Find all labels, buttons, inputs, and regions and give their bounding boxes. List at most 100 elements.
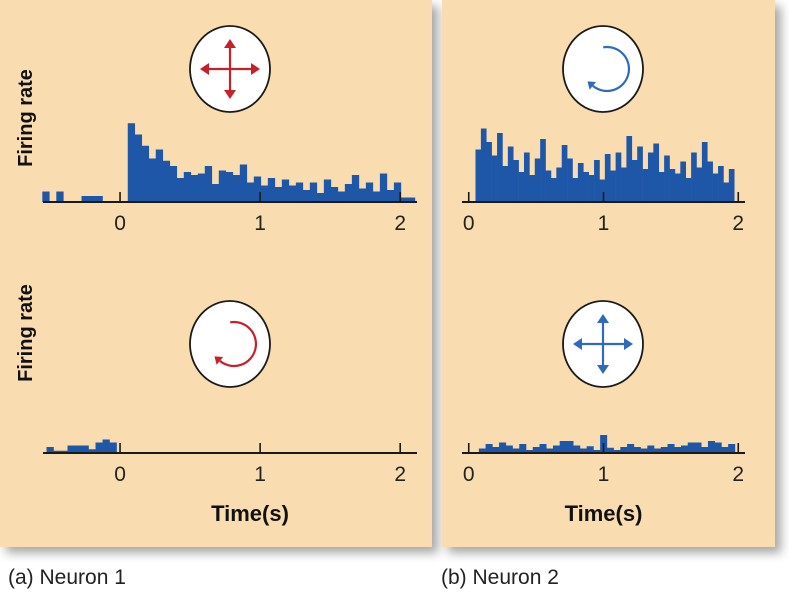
histogram-bar: [486, 142, 492, 202]
x-tick-label: 2: [732, 463, 744, 486]
histogram-bar: [523, 152, 530, 202]
histogram-bar: [88, 449, 96, 453]
histogram-bar: [647, 152, 654, 202]
histogram-bar: [372, 191, 381, 202]
histogram-bar: [627, 444, 635, 453]
histogram-bar: [577, 163, 584, 202]
histogram-bar: [478, 448, 486, 453]
histogram-bar: [274, 187, 283, 202]
histogram-bar: [610, 170, 616, 202]
histogram-bar: [723, 182, 730, 202]
histogram-bar: [579, 448, 587, 453]
histogram-bar: [519, 444, 527, 453]
histogram-bar: [680, 445, 689, 453]
histogram-bar: [169, 166, 178, 202]
x-tick-label: 2: [394, 212, 406, 235]
histogram-bar: [109, 442, 117, 453]
histogram-b-bottom: 0 1 2 Time(s): [462, 300, 745, 526]
histogram-bar: [714, 442, 722, 453]
four-direction-arrows-icon: [189, 25, 271, 113]
histograms: 0 1 2 Firing rate 0 1 2 Firing rate Time(s) 0 1 2 0 1…: [15, 25, 745, 526]
histogram-bar: [95, 442, 103, 453]
histogram-a-bottom: 0 1 2 Firing rate Time(s): [15, 284, 417, 526]
histogram-bar: [691, 152, 697, 202]
histogram-bar: [642, 169, 649, 202]
histogram-bar: [556, 167, 563, 202]
histogram-bar: [559, 441, 567, 453]
histogram-bar: [260, 185, 269, 202]
histogram-bar: [507, 146, 514, 202]
histogram-bar: [640, 448, 648, 453]
x-tick-label: 0: [114, 463, 126, 486]
histogram-bar: [351, 175, 360, 202]
histogram-bar: [545, 170, 552, 202]
histogram-bar: [309, 182, 318, 202]
histogram-bar: [513, 160, 519, 202]
histogram-bar: [615, 152, 622, 202]
histogram-bar: [606, 447, 614, 453]
histogram-bar: [550, 178, 557, 202]
histogram-bar: [491, 155, 498, 202]
histogram-a-top: 0 1 2 Firing rate: [15, 25, 417, 235]
x-tick-label: 1: [598, 212, 610, 235]
histogram-bar: [197, 173, 206, 202]
y-axis-label: Firing rate: [15, 284, 37, 382]
histogram-bar: [621, 167, 627, 202]
caption-neuron-2: (b) Neuron 2: [441, 566, 559, 589]
histogram-bar: [546, 448, 554, 453]
x-tick-label: 0: [463, 212, 475, 235]
histogram-bar: [95, 196, 103, 202]
x-tick-label: 1: [254, 463, 266, 486]
histogram-bar: [337, 191, 346, 202]
histogram-bar: [232, 175, 241, 202]
histogram-bar: [594, 160, 600, 202]
histogram-bar: [637, 146, 643, 202]
histogram-bar: [485, 444, 493, 453]
histogram-bar: [225, 172, 234, 202]
histogram-bar: [626, 136, 633, 202]
histogram-bar: [127, 123, 136, 202]
histogram-bar: [654, 448, 662, 453]
histogram-bar: [518, 172, 525, 202]
histogram-bar: [707, 441, 715, 453]
histogram-bar: [407, 197, 416, 202]
histogram-bar: [46, 447, 54, 453]
histogram-bar: [572, 178, 579, 202]
histogram-bar: [728, 169, 735, 202]
y-axis-label: Firing rate: [15, 69, 37, 167]
histogram-bar: [497, 133, 503, 202]
histogram-bar: [56, 191, 64, 202]
histogram-bar: [633, 447, 641, 453]
histogram-bar: [358, 188, 367, 202]
x-tick-label: 0: [114, 212, 126, 235]
histogram-b-top: 0 1 2: [462, 25, 745, 235]
histogram-bar: [567, 158, 573, 202]
x-axis-label: Time(s): [565, 501, 643, 526]
histogram-bar: [211, 184, 220, 202]
histogram-bar: [295, 182, 304, 202]
histogram-bar: [475, 149, 482, 202]
histogram-bar: [674, 173, 681, 202]
histogram-bar: [680, 161, 686, 202]
histogram-bar: [687, 442, 695, 453]
histogram-bar: [604, 154, 611, 202]
histogram-bar: [499, 442, 507, 453]
histogram-bar: [540, 139, 546, 202]
caption-neuron-1: (a) Neuron 1: [8, 566, 126, 589]
histogram-bar: [246, 182, 255, 202]
x-tick-label: 2: [732, 212, 744, 235]
histogram-bar: [512, 448, 520, 453]
histogram-bar: [218, 170, 227, 202]
histogram-bar: [162, 160, 171, 202]
histogram-bar: [155, 149, 164, 202]
histogram-bar: [379, 173, 388, 202]
histogram-bar: [721, 447, 729, 453]
histogram-bar: [588, 175, 595, 202]
histogram-bar: [701, 142, 708, 202]
histogram-bar: [148, 158, 157, 202]
histogram-bar: [102, 439, 110, 453]
bars: [478, 435, 736, 453]
histogram-bar: [613, 450, 621, 453]
histogram-bar: [718, 166, 724, 202]
histogram-bar: [694, 442, 702, 453]
